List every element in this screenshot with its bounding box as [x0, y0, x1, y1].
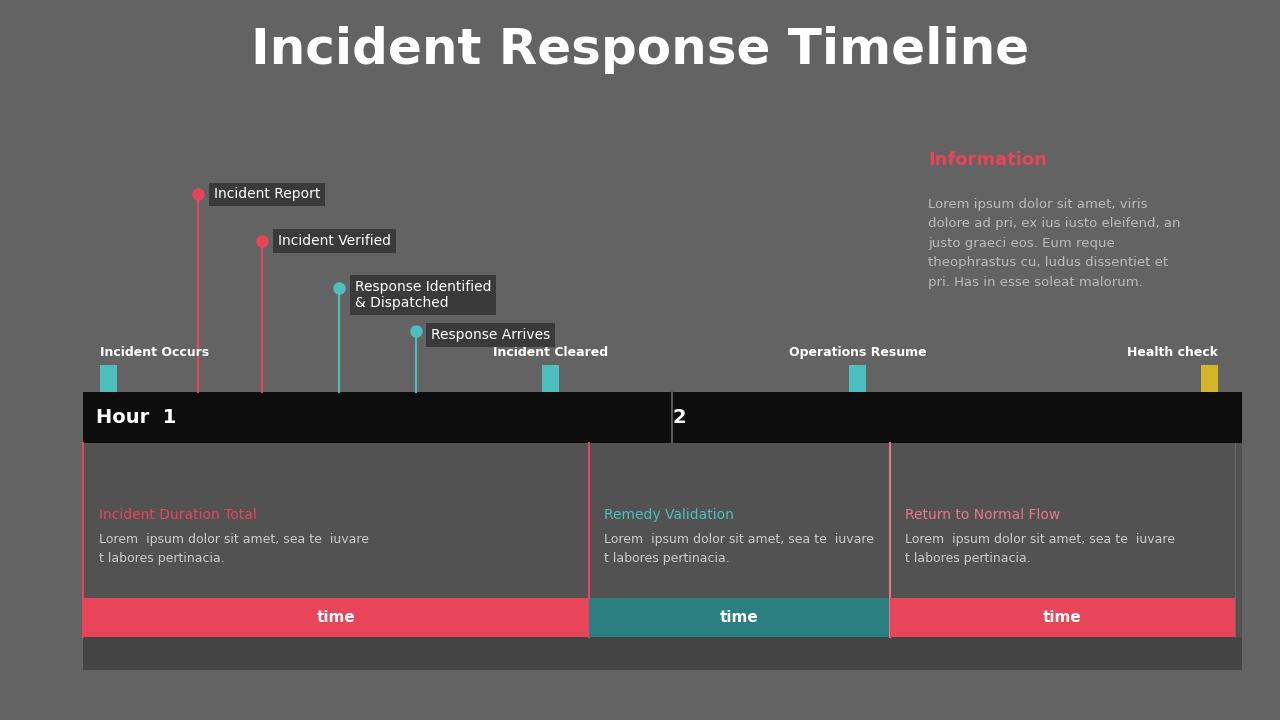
FancyBboxPatch shape [101, 365, 118, 392]
Text: Remedy Validation: Remedy Validation [604, 508, 733, 522]
Text: Return to Normal Flow: Return to Normal Flow [905, 508, 1060, 522]
Text: Incident Response Timeline: Incident Response Timeline [251, 27, 1029, 74]
FancyBboxPatch shape [83, 392, 1242, 443]
Text: 2: 2 [672, 408, 686, 427]
FancyBboxPatch shape [589, 598, 890, 637]
Text: time: time [316, 610, 356, 625]
FancyBboxPatch shape [850, 365, 867, 392]
Text: Response Identified
& Dispatched: Response Identified & Dispatched [355, 280, 492, 310]
FancyBboxPatch shape [83, 443, 1242, 637]
Text: Incident Report: Incident Report [214, 187, 320, 202]
Text: Lorem  ipsum dolor sit amet, sea te  iuvare
t labores pertinacia.: Lorem ipsum dolor sit amet, sea te iuvar… [99, 533, 369, 564]
FancyBboxPatch shape [1201, 365, 1219, 392]
Text: Lorem  ipsum dolor sit amet, sea te  iuvare
t labores pertinacia.: Lorem ipsum dolor sit amet, sea te iuvar… [905, 533, 1175, 564]
Text: Response Arrives: Response Arrives [431, 328, 550, 342]
Text: time: time [719, 610, 759, 625]
FancyBboxPatch shape [83, 598, 589, 637]
Text: Incident Occurs: Incident Occurs [101, 346, 210, 359]
Text: Health check: Health check [1126, 346, 1217, 359]
Text: Incident Verified: Incident Verified [278, 234, 390, 248]
Text: Lorem  ipsum dolor sit amet, sea te  iuvare
t labores pertinacia.: Lorem ipsum dolor sit amet, sea te iuvar… [604, 533, 874, 564]
Text: Incident Duration Total: Incident Duration Total [99, 508, 256, 522]
FancyBboxPatch shape [543, 365, 559, 392]
Text: Operations Resume: Operations Resume [788, 346, 927, 359]
Text: Information: Information [928, 151, 1047, 169]
Text: Hour  1: Hour 1 [96, 408, 177, 427]
FancyBboxPatch shape [83, 637, 1242, 670]
FancyBboxPatch shape [890, 598, 1235, 637]
Text: Incident Cleared: Incident Cleared [493, 346, 608, 359]
Text: time: time [1043, 610, 1082, 625]
Text: Lorem ipsum dolor sit amet, viris
dolore ad pri, ex ius iusto eleifend, an
justo: Lorem ipsum dolor sit amet, viris dolore… [928, 198, 1180, 289]
